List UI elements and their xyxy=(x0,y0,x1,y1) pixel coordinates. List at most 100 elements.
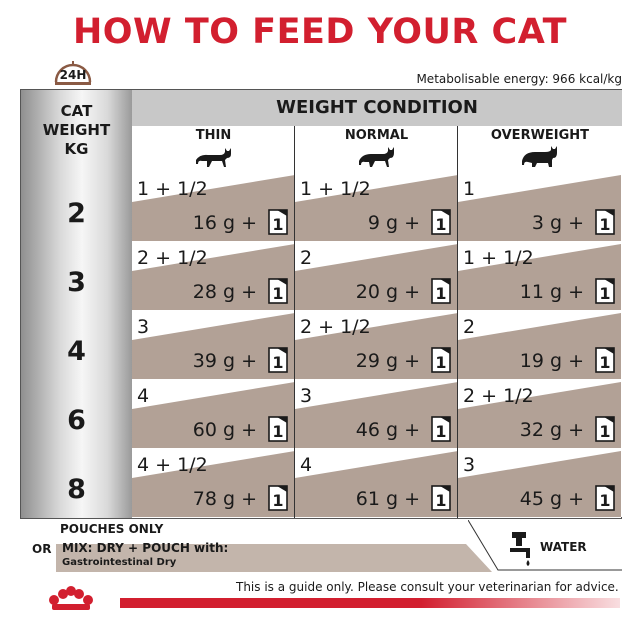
pouch-icon-number: 1 xyxy=(599,284,610,303)
dry-amount: 60 g + xyxy=(192,419,257,441)
portion-band xyxy=(458,175,621,241)
legend-mix: MIX: DRY + POUCH with: xyxy=(62,541,229,555)
cat-icon xyxy=(522,146,557,167)
pouch-count: 2 + 1/2 xyxy=(300,316,371,338)
clock-icon: 24H xyxy=(50,56,96,96)
portion-band xyxy=(132,451,295,517)
pouch-count: 3 xyxy=(137,316,150,338)
feeding-cell: 2 + 1/2 29 g + 1 xyxy=(295,310,458,379)
pouch-icon-number: 1 xyxy=(599,491,610,510)
legend-pouches-only: POUCHES ONLY xyxy=(60,522,164,536)
weight-condition-header: WEIGHT CONDITION xyxy=(132,90,622,126)
dry-amount: 29 g + xyxy=(355,350,420,372)
pouch-icon: 1 xyxy=(268,278,288,304)
pouch-icon: 1 xyxy=(595,278,615,304)
dry-amount: 32 g + xyxy=(519,419,584,441)
pouch-count: 1 + 1/2 xyxy=(463,247,534,269)
condition-header-normal: NORMAL xyxy=(295,126,458,172)
feeding-cell: 4 60 g + 1 xyxy=(132,379,295,448)
pouch-count: 2 + 1/2 xyxy=(463,385,534,407)
dry-amount: 20 g + xyxy=(355,281,420,303)
dry-amount: 78 g + xyxy=(192,488,257,510)
feeding-table: CAT WEIGHT KG 2 3 4 6 8 WEIGHT CONDITION… xyxy=(20,89,622,519)
weight-header-line: CAT xyxy=(60,102,93,120)
weight-value: 8 xyxy=(67,474,86,505)
feeding-cell: 2 + 1/2 28 g + 1 xyxy=(132,241,295,310)
pouch-icon-number: 1 xyxy=(272,215,283,234)
water-box xyxy=(468,520,622,571)
pouch-count: 2 xyxy=(463,316,476,338)
clock-label: 24H xyxy=(59,68,87,82)
feeding-cell: 1 + 1/2 11 g + 1 xyxy=(458,241,622,310)
pouch-count: 4 xyxy=(300,454,313,476)
feeding-cell: 2 + 1/2 32 g + 1 xyxy=(458,379,622,448)
pouch-icon-number: 1 xyxy=(272,284,283,303)
weight-value: 6 xyxy=(67,405,86,436)
pouch-icon: 1 xyxy=(268,416,288,442)
weight-header-line: KG xyxy=(64,140,89,158)
dry-amount: 39 g + xyxy=(192,350,257,372)
brand-red-line xyxy=(120,598,620,608)
pouch-icon: 1 xyxy=(595,209,615,235)
pouch-icon: 1 xyxy=(431,416,451,442)
condition-header-overweight: OVERWEIGHT xyxy=(458,126,622,172)
water-tap-icon xyxy=(510,532,530,566)
weight-value: 2 xyxy=(67,198,86,229)
pouch-icon-number: 1 xyxy=(599,353,610,372)
pouch-icon: 1 xyxy=(268,209,288,235)
condition-label: OVERWEIGHT xyxy=(490,128,590,143)
portion-band xyxy=(132,382,295,448)
page-title: HOW TO FEED YOUR CAT xyxy=(73,12,567,52)
pouch-icon: 1 xyxy=(595,416,615,442)
pouch-icon-number: 1 xyxy=(599,215,610,234)
feeding-cell: 2 19 g + 1 xyxy=(458,310,622,379)
pouch-icon: 1 xyxy=(268,347,288,373)
weight-value: 4 xyxy=(67,336,86,367)
portion-band xyxy=(458,451,621,517)
weight-value: 3 xyxy=(67,267,86,298)
weight-column: CAT WEIGHT KG 2 3 4 6 8 xyxy=(21,90,132,518)
feeding-cell: 1 3 g + 1 xyxy=(458,172,622,241)
energy-info: Metabolisable energy: 966 kcal/kg xyxy=(416,72,622,86)
portion-band xyxy=(132,313,295,379)
pouch-icon: 1 xyxy=(268,485,288,511)
pouch-icon: 1 xyxy=(431,347,451,373)
pouch-icon: 1 xyxy=(431,485,451,511)
feeding-cell: 3 45 g + 1 xyxy=(458,448,622,517)
portion-band xyxy=(295,313,458,379)
portion-band xyxy=(458,382,621,448)
legend: POUCHES ONLY OR MIX: DRY + POUCH with: G… xyxy=(20,520,622,574)
feeding-cell: 3 39 g + 1 xyxy=(132,310,295,379)
crown-logo xyxy=(49,586,93,610)
disclaimer: This is a guide only. Please consult you… xyxy=(236,580,619,594)
feeding-cell: 4 + 1/2 78 g + 1 xyxy=(132,448,295,517)
cat-icon xyxy=(195,148,231,167)
legend-or: OR xyxy=(32,542,52,556)
pouch-count: 2 xyxy=(300,247,313,269)
pouch-count: 4 xyxy=(137,385,150,407)
pouch-icon-number: 1 xyxy=(272,353,283,372)
pouch-icon: 1 xyxy=(431,209,451,235)
condition-label: THIN xyxy=(195,128,232,143)
portion-band xyxy=(458,313,621,379)
feeding-cell: 3 46 g + 1 xyxy=(295,379,458,448)
pouch-count: 1 + 1/2 xyxy=(137,178,208,200)
feeding-cell: 1 + 1/2 16 g + 1 xyxy=(132,172,295,241)
dry-amount: 19 g + xyxy=(519,350,584,372)
pouch-icon: 1 xyxy=(595,347,615,373)
pouch-icon: 1 xyxy=(431,278,451,304)
dry-amount: 9 g + xyxy=(367,212,420,234)
pouch-icon: 1 xyxy=(595,485,615,511)
pouch-icon-number: 1 xyxy=(599,422,610,441)
pouch-icon-number: 1 xyxy=(272,422,283,441)
pouch-icon-number: 1 xyxy=(435,353,446,372)
pouch-count: 4 + 1/2 xyxy=(137,454,208,476)
pouch-icon-number: 1 xyxy=(272,491,283,510)
portion-band xyxy=(458,244,621,310)
cat-icon xyxy=(358,147,394,167)
pouch-count: 3 xyxy=(300,385,313,407)
portion-band xyxy=(295,382,458,448)
dry-amount: 61 g + xyxy=(355,488,420,510)
portion-band xyxy=(132,244,295,310)
dry-amount: 3 g + xyxy=(531,212,584,234)
